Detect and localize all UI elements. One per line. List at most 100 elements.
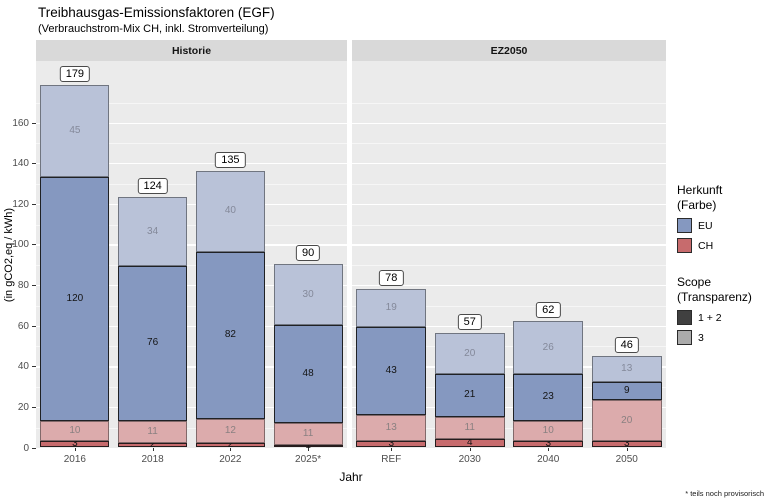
y-tick-mark xyxy=(32,285,36,286)
minor-gridline xyxy=(352,427,666,429)
y-tick-label: 0 xyxy=(23,442,29,454)
legend-item-label: EU xyxy=(698,219,713,232)
minor-gridline xyxy=(36,427,347,429)
y-tick-label: 140 xyxy=(12,158,29,170)
segment-ch-scope-1+2: 3 xyxy=(40,438,110,448)
segment-eu-scope-3: 19 xyxy=(356,288,427,328)
bar-total-label: 124 xyxy=(137,178,168,194)
segment-eu-scope-1+2: 82 xyxy=(195,252,265,419)
segment-ch-scope-3: 10 xyxy=(40,420,110,441)
major-gridline xyxy=(352,163,666,165)
major-gridline xyxy=(36,447,347,449)
bar-total-label: 78 xyxy=(379,270,404,286)
segment-value-label: 11 xyxy=(147,425,158,437)
color-swatch xyxy=(677,218,692,233)
footnote: * teils noch provisorisch xyxy=(685,489,764,498)
minor-gridline xyxy=(352,183,666,185)
legend: Herkunft (Farbe) EU CH Scope (Transparenz… xyxy=(677,183,767,345)
bar-total-label: 62 xyxy=(536,302,561,318)
major-gridline xyxy=(36,406,347,409)
segment-value-label: 76 xyxy=(147,337,159,349)
legend-item-3: 3 xyxy=(677,330,767,345)
facet-strip-ez2050: EZ2050 xyxy=(352,40,666,61)
y-tick-mark xyxy=(32,244,36,246)
segment-ch-scope-1+2: 2 xyxy=(195,439,265,449)
minor-gridline xyxy=(36,224,347,226)
x-tick-mark xyxy=(74,448,76,451)
legend-item-EU: EU xyxy=(677,218,767,233)
minor-gridline xyxy=(352,224,666,226)
segment-ch-scope-1+2: 3 xyxy=(513,438,584,448)
legend-item-label: 1 + 2 xyxy=(698,311,722,324)
segment-eu-scope-1+2: 21 xyxy=(434,373,505,417)
segment-eu-scope-1+2: 76 xyxy=(118,266,188,421)
x-tick-label: 2030 xyxy=(458,454,481,465)
y-tick-mark xyxy=(32,122,36,124)
bar-total-label: 90 xyxy=(296,245,321,261)
y-tick-mark xyxy=(32,366,36,368)
y-tick-label: 80 xyxy=(17,280,29,291)
y-tick-label: 40 xyxy=(17,361,29,373)
segment-value-label: 9 xyxy=(623,385,630,397)
legend-spacer xyxy=(677,253,767,275)
major-gridline xyxy=(36,163,347,165)
y-tick-mark xyxy=(32,406,36,408)
segment-eu-scope-1+2: 9 xyxy=(591,382,662,401)
segment-eu-scope-3: 45 xyxy=(40,85,110,177)
y-tick-mark xyxy=(32,447,36,449)
x-tick-label: 2022 xyxy=(219,454,242,465)
x-tick-label: 2018 xyxy=(141,454,164,465)
panel-historie: 3 10 120 45 2 11 76 34 2 12 82 40 1 11 48 30 xyxy=(36,61,347,451)
minor-gridline xyxy=(36,265,347,267)
legend-item-label: CH xyxy=(698,239,714,252)
segment-value-label: 40 xyxy=(224,205,236,217)
segment-ch-scope-1+2: 2 xyxy=(118,439,188,449)
legend-item-CH: CH xyxy=(677,238,767,253)
major-gridline xyxy=(36,244,347,246)
bar-2030: 4 11 21 20 xyxy=(434,333,505,447)
legend-item-label: 3 xyxy=(698,331,704,344)
segment-ch-scope-3: 11 xyxy=(118,420,188,443)
x-axis-title: Jahr xyxy=(339,470,363,484)
segment-ch-scope-3: 20 xyxy=(591,400,662,441)
segment-eu-scope-1+2: 120 xyxy=(40,176,110,421)
segment-eu-scope-3: 26 xyxy=(513,321,584,374)
major-gridline xyxy=(352,447,666,449)
panel-ez2050: 3 13 43 19 4 11 21 20 3 10 23 26 3 20 9 13 xyxy=(352,61,666,449)
minor-gridline xyxy=(36,387,347,389)
segment-value-label: 34 xyxy=(147,225,159,237)
chart-subtitle: (Verbrauchstrom-Mix CH, inkl. Stromverte… xyxy=(38,23,269,35)
segment-eu-scope-1+2: 48 xyxy=(273,325,343,423)
segment-ch-scope-3: 10 xyxy=(513,420,584,441)
minor-gridline xyxy=(352,387,666,389)
major-gridline xyxy=(36,325,347,327)
segment-eu-scope-3: 40 xyxy=(195,170,265,252)
bar-total-label: 179 xyxy=(59,66,91,82)
segment-value-label: 26 xyxy=(542,341,554,353)
minor-gridline xyxy=(352,265,666,267)
y-tick-label: 120 xyxy=(12,198,29,210)
legend-item-1+2: 1 + 2 xyxy=(677,310,767,325)
segment-ch-scope-1+2: 3 xyxy=(591,438,662,448)
major-gridline xyxy=(36,285,347,287)
bar-total-label: 57 xyxy=(457,314,482,330)
minor-gridline xyxy=(352,102,666,104)
segment-ch-scope-1+2: 3 xyxy=(356,438,427,448)
alpha-swatch xyxy=(677,310,692,325)
x-tick-mark xyxy=(308,448,310,451)
segment-value-label: 13 xyxy=(385,421,397,433)
y-tick-label: 160 xyxy=(12,117,29,129)
segment-value-label: 43 xyxy=(385,364,397,376)
segment-ch-scope-1+2: 4 xyxy=(434,437,505,447)
segment-value-label: 20 xyxy=(464,347,476,359)
segment-eu-scope-3: 13 xyxy=(591,355,662,382)
x-tick-label: 2025* xyxy=(295,454,322,465)
x-tick-mark xyxy=(152,448,154,451)
segment-value-label: 45 xyxy=(69,125,81,137)
bar-2040: 3 10 23 26 xyxy=(513,321,584,448)
bar-2018: 2 11 76 34 xyxy=(118,197,188,449)
alpha-swatch xyxy=(677,330,692,345)
major-gridline xyxy=(36,366,347,368)
major-gridline xyxy=(36,203,347,206)
